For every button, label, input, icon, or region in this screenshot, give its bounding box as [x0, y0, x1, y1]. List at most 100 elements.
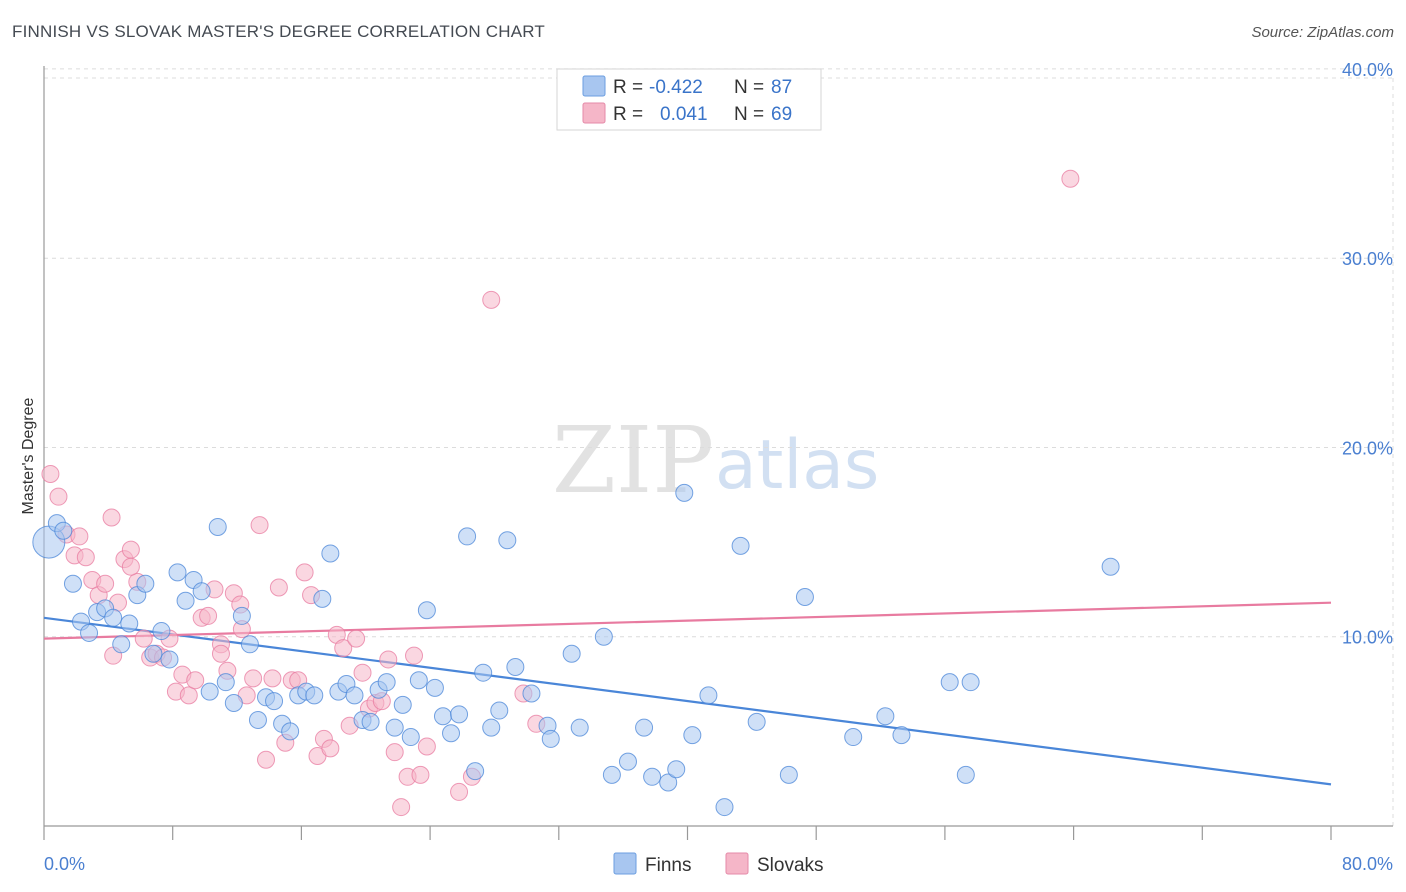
point-finns [224, 693, 243, 712]
point-finns [401, 728, 420, 747]
point-finns [385, 718, 404, 737]
bottom-legend-swatch-finns [613, 852, 637, 875]
point-finns [433, 707, 452, 726]
legend-n-label-finns: N = [734, 77, 764, 98]
point-finns [208, 517, 227, 536]
y-tick-label: 40.0% [1342, 60, 1393, 80]
point-finns [956, 765, 975, 784]
point-finns [667, 760, 686, 779]
point-finns [482, 718, 501, 737]
point-finns [442, 724, 461, 743]
legend-n-value-finns: 87 [771, 77, 792, 98]
point-finns [522, 684, 541, 703]
point-finns [160, 650, 179, 669]
point-finns [635, 718, 654, 737]
point-slovaks [121, 540, 140, 559]
point-finns [425, 678, 444, 697]
point-finns [281, 722, 300, 741]
x-tick-label-min: 0.0% [44, 854, 85, 874]
point-finns [541, 729, 560, 748]
point-slovaks [405, 646, 424, 665]
point-finns [450, 705, 469, 724]
point-finns [377, 673, 396, 692]
legend-r-label-finns: R = [613, 77, 643, 98]
point-finns [747, 712, 766, 731]
point-finns [216, 673, 235, 692]
point-slovaks [269, 578, 288, 597]
point-slovaks [134, 629, 153, 648]
x-tick-label-max: 80.0% [1342, 854, 1393, 874]
y-tick-label: 10.0% [1342, 628, 1393, 648]
point-finns [136, 574, 155, 593]
point-finns [715, 798, 734, 817]
point-finns [192, 582, 211, 601]
watermark-atlas: atlas [715, 426, 879, 505]
point-finns [176, 591, 195, 610]
y-tick-labels: 10.0% 20.0% 30.0% 40.0% [1342, 60, 1393, 648]
point-finns [594, 627, 613, 646]
point-finns [618, 752, 637, 771]
legend-n-label-slovaks: N = [734, 104, 764, 125]
legend: R = -0.422 N = 87 R = 0.041 N = 69 [556, 68, 822, 131]
point-finns [659, 773, 678, 792]
point-finns [675, 483, 694, 502]
point-finns [168, 563, 187, 582]
point-slovaks [70, 527, 89, 546]
point-slovaks [41, 464, 60, 483]
point-finns [232, 606, 251, 625]
point-finns [80, 623, 99, 642]
bottom-legend-finns: Finns [645, 855, 691, 876]
y-axis-title: Master's Degree [20, 397, 37, 514]
point-finns [200, 682, 219, 701]
point-slovaks [334, 639, 353, 658]
point-slovaks [257, 750, 276, 769]
y-tick-label: 20.0% [1342, 438, 1393, 458]
point-slovaks [49, 487, 68, 506]
point-finns [498, 531, 517, 550]
point-finns [876, 707, 895, 726]
point-finns [248, 711, 267, 730]
point-finns [313, 589, 332, 608]
legend-r-label-slovaks: R = [613, 104, 643, 125]
bottom-legend-slovaks: Slovaks [757, 855, 824, 876]
point-finns [240, 635, 259, 654]
point-finns [779, 765, 798, 784]
point-finns [474, 663, 493, 682]
point-slovaks [186, 671, 205, 690]
point-finns [466, 762, 485, 781]
point-slovaks [482, 290, 501, 309]
point-finns [112, 635, 131, 654]
point-finns [1101, 557, 1120, 576]
data-points [32, 169, 1120, 817]
point-slovaks [417, 737, 436, 756]
point-finns [54, 521, 73, 540]
gridlines [44, 68, 1394, 826]
point-finns [144, 644, 163, 663]
point-slovaks [76, 548, 95, 567]
legend-swatch-slovaks [582, 102, 606, 124]
point-finns [104, 608, 123, 627]
point-finns [506, 658, 525, 677]
point-finns [305, 686, 324, 705]
point-finns [961, 673, 980, 692]
point-finns [795, 587, 814, 606]
legend-r-value-slovaks: 0.041 [660, 104, 708, 125]
point-slovaks [244, 669, 263, 688]
point-finns [562, 644, 581, 663]
point-finns [643, 767, 662, 786]
point-finns [602, 765, 621, 784]
point-slovaks [250, 516, 269, 535]
legend-r-value-finns: -0.422 [649, 77, 703, 98]
point-finns [409, 671, 428, 690]
legend-swatch-finns [582, 75, 606, 97]
point-slovaks [102, 508, 121, 527]
axes [43, 66, 1393, 840]
point-finns [393, 695, 412, 714]
point-finns [844, 728, 863, 747]
point-slovaks [179, 686, 198, 705]
point-slovaks [385, 743, 404, 762]
point-slovaks [96, 574, 115, 593]
point-slovaks [263, 669, 282, 688]
trend-line-slovaks [43, 601, 1332, 640]
point-slovaks [411, 765, 430, 784]
